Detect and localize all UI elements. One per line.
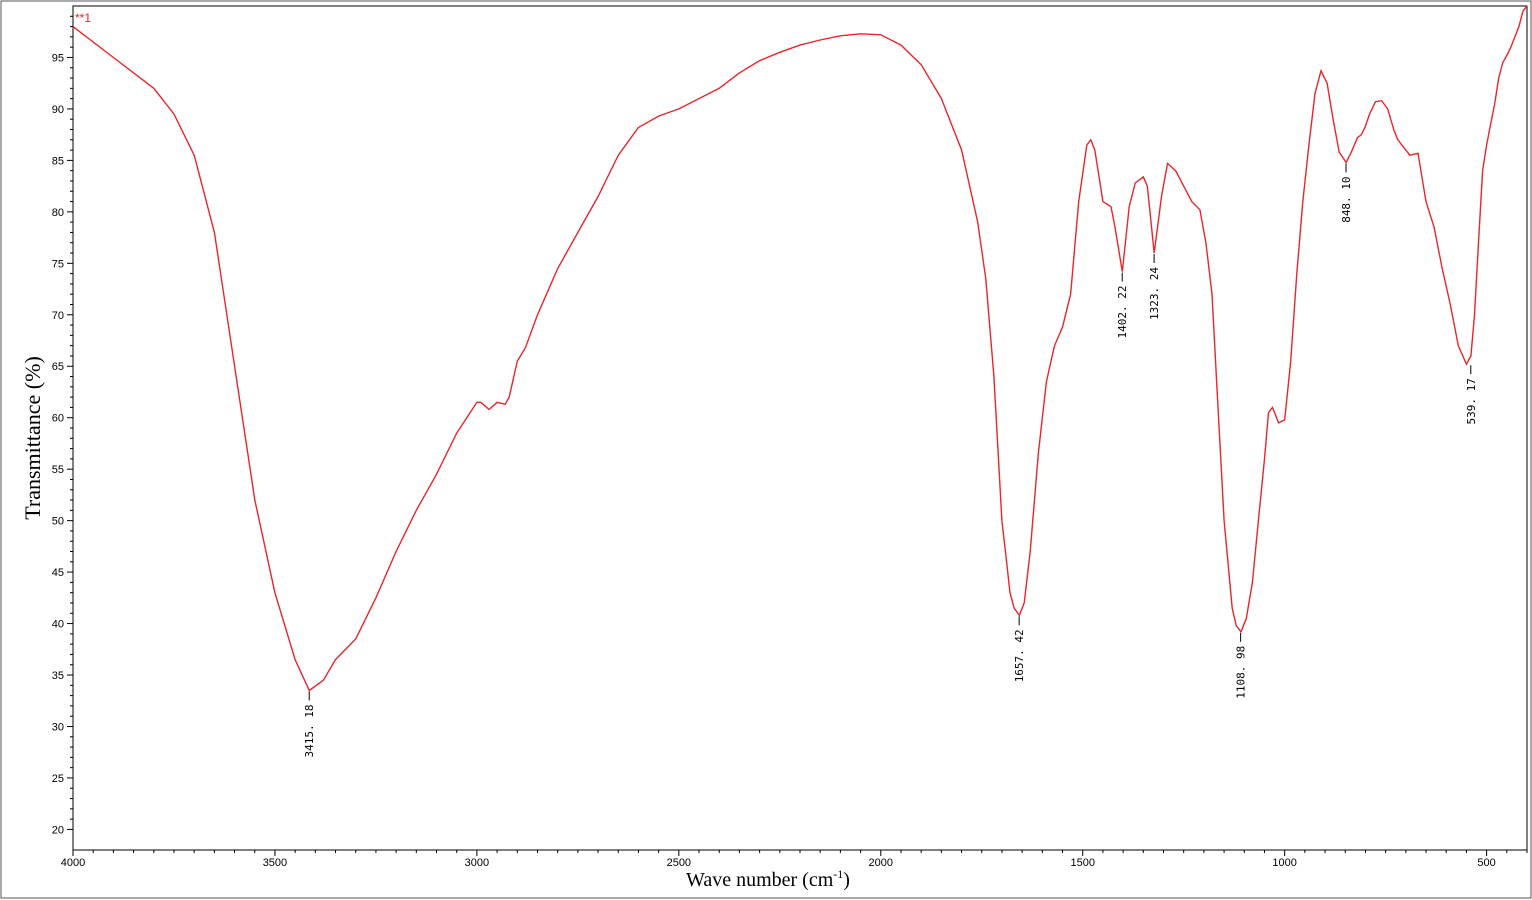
peak-annotations: 3415. 18 1657. 42 1402. 22 1323. 24 1108. 98… bbox=[303, 163, 1478, 757]
y-tick-label: 80 bbox=[52, 207, 64, 219]
y-tick-label: 50 bbox=[52, 516, 64, 528]
spectrum-line bbox=[72, 5, 1528, 692]
y-tick-label: 65 bbox=[52, 361, 64, 373]
x-tick-label: 4000 bbox=[61, 857, 85, 869]
y-tick-label: 30 bbox=[52, 721, 64, 733]
peak-label: 848. 10 bbox=[1340, 176, 1353, 222]
x-tick-label: 3000 bbox=[465, 857, 489, 869]
x-axis-title-close: ) bbox=[843, 869, 850, 891]
y-tick-label: 70 bbox=[52, 310, 64, 322]
x-axis-title-sup: -1 bbox=[833, 867, 843, 881]
peak-label: 539. 17 bbox=[1465, 378, 1478, 424]
y-tick-label: 95 bbox=[52, 52, 64, 64]
x-axis-title-main: Wave number (cm bbox=[686, 869, 834, 891]
x-tick-label: 2500 bbox=[667, 857, 691, 869]
y-tick-label: 45 bbox=[52, 567, 64, 579]
x-tick-label: 1500 bbox=[1070, 857, 1094, 869]
y-tick-label: 55 bbox=[52, 464, 64, 476]
y-tick-label: 90 bbox=[52, 104, 64, 116]
y-tick-label: 40 bbox=[52, 619, 64, 631]
peak-label: 1108. 98 bbox=[1235, 646, 1248, 699]
y-tick-label: 60 bbox=[52, 413, 64, 425]
x-tick-label: 1000 bbox=[1272, 857, 1296, 869]
peak-label: 1657. 42 bbox=[1013, 629, 1026, 682]
x-tick-label: 2000 bbox=[869, 857, 893, 869]
y-tick-label: 75 bbox=[52, 258, 64, 270]
peak-label: 3415. 18 bbox=[303, 704, 316, 757]
y-tick-label: 35 bbox=[52, 670, 64, 682]
x-axis-title: Wave number (cm-1) bbox=[686, 867, 850, 891]
y-axis-ticks: 20 25 30 35 40 45 50 55 60 65 70 75 80 85 90 95 bbox=[52, 15, 73, 836]
x-tick-label: 500 bbox=[1477, 857, 1495, 869]
y-tick-label: 85 bbox=[52, 155, 64, 167]
y-axis-title: Transmittance (%) bbox=[20, 356, 45, 520]
x-tick-label: 3500 bbox=[263, 857, 287, 869]
peak-label: 1323. 24 bbox=[1148, 267, 1161, 320]
series-tag: **1 bbox=[75, 11, 91, 25]
y-tick-label: 25 bbox=[52, 773, 64, 785]
x-axis-ticks: 4000 3500 3000 2500 2000 1500 1000 500 bbox=[61, 850, 1528, 869]
peak-label: 1402. 22 bbox=[1116, 286, 1129, 339]
y-tick-label: 20 bbox=[52, 824, 64, 836]
